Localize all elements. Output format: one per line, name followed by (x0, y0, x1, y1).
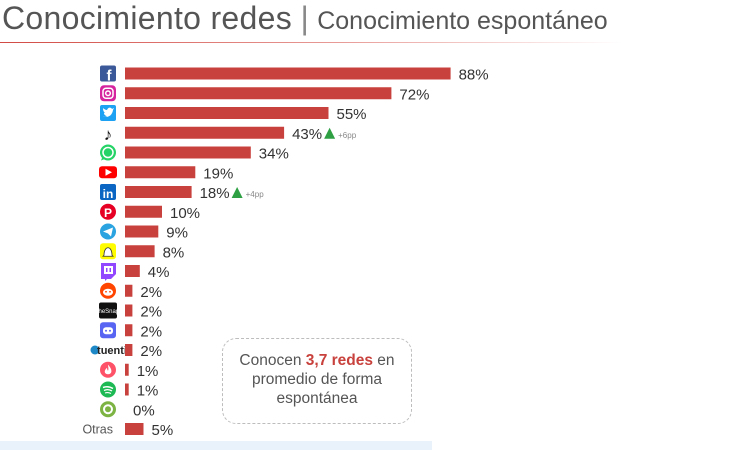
bar-instagram (125, 87, 392, 100)
bar-pinterest (125, 205, 162, 218)
tuenti-icon: tuenti (90, 345, 127, 357)
pinterest-glyph: P (104, 206, 112, 220)
twitch-icon (101, 263, 116, 281)
otras-category-label: Otras (82, 423, 113, 437)
discord-icon (100, 322, 116, 339)
threads-icon: theSnap (97, 302, 120, 319)
bar-tuenti (125, 344, 133, 356)
facebook-icon: f (100, 65, 116, 85)
value-label-twitter: 55% (337, 106, 367, 123)
spotify-icon (100, 381, 116, 398)
callout-line2: promedio de forma (251, 371, 383, 388)
bar-telegram (125, 225, 159, 238)
callout-highlight: 3,7 redes (305, 352, 373, 369)
twitter-icon (100, 105, 116, 121)
facebook-glyph: f (107, 68, 113, 85)
title-subtitle: Conocimiento espontáneo (317, 7, 608, 35)
linkedin-icon: in (100, 184, 116, 201)
bar-threads (125, 304, 133, 317)
whatsapp-icon (100, 144, 116, 161)
bar-snapchat (125, 245, 155, 258)
bar-otras (125, 423, 144, 435)
threads-icon-text: theSnap (97, 309, 120, 315)
value-label-reddit: 2% (140, 284, 162, 301)
bar-linkedin (125, 186, 192, 198)
delta-label-tiktok: +6pp (338, 131, 357, 140)
value-label-other: 0% (133, 402, 155, 419)
bar-spotify (125, 383, 129, 396)
bar-whatsapp (125, 146, 251, 159)
bar-youtube (125, 166, 196, 179)
tuenti-icon-text: tuenti (97, 345, 127, 357)
value-label-threads: 2% (140, 304, 162, 321)
up-arrow-icon (231, 187, 243, 198)
value-label-snapchat: 8% (163, 244, 185, 261)
bar-twitter (125, 107, 329, 119)
linkedin-glyph: in (103, 187, 114, 201)
tinder-icon (100, 361, 116, 378)
other-icon (100, 401, 116, 418)
callout-line3: espontánea (276, 390, 358, 407)
snapchat-icon (100, 243, 116, 260)
bar-facebook (125, 67, 451, 80)
bar-tiktok (125, 126, 285, 139)
value-label-instagram: 72% (399, 86, 429, 103)
instagram-icon (100, 85, 116, 102)
value-label-twitch: 4% (148, 264, 170, 281)
bar-reddit (125, 284, 133, 297)
value-label-facebook: 88% (459, 67, 489, 84)
delta-label-linkedin: +4pp (246, 190, 265, 199)
pinterest-icon: P (100, 203, 116, 220)
value-label-tinder: 1% (137, 363, 159, 380)
value-label-telegram: 9% (166, 225, 188, 242)
value-label-discord: 2% (140, 323, 162, 340)
title-separator: | (300, 0, 309, 36)
tiktok-glyph: ♪ (104, 125, 113, 144)
title-underline (0, 42, 622, 43)
bar-tinder (125, 363, 129, 376)
bar-discord (125, 324, 133, 337)
value-label-pinterest: 10% (170, 205, 200, 222)
page-title: Conocimiento redes | Conocimiento espont… (2, 0, 608, 40)
value-label-linkedin: 18% (200, 185, 230, 202)
value-label-otras: 5% (152, 422, 174, 439)
reddit-icon (100, 282, 116, 299)
title-main: Conocimiento redes (2, 0, 292, 36)
otras-label: Otras (82, 423, 113, 437)
bar-twitch (125, 265, 140, 277)
up-arrow-icon (324, 127, 336, 139)
callout-line1-pre: Conocen (239, 352, 306, 369)
summary-callout: Conocen 3,7 redes en promedio de forma e… (222, 338, 412, 424)
value-label-tuenti: 2% (140, 343, 162, 360)
youtube-icon (99, 166, 117, 179)
tiktok-icon: ♪ (104, 125, 113, 144)
callout-line1-post: en (373, 352, 395, 369)
value-label-spotify: 1% (137, 383, 159, 400)
value-label-youtube: 19% (203, 165, 233, 182)
bottom-strip (0, 441, 432, 450)
telegram-icon (100, 223, 116, 240)
value-label-tiktok: 43% (292, 126, 322, 143)
value-label-whatsapp: 34% (259, 146, 289, 163)
